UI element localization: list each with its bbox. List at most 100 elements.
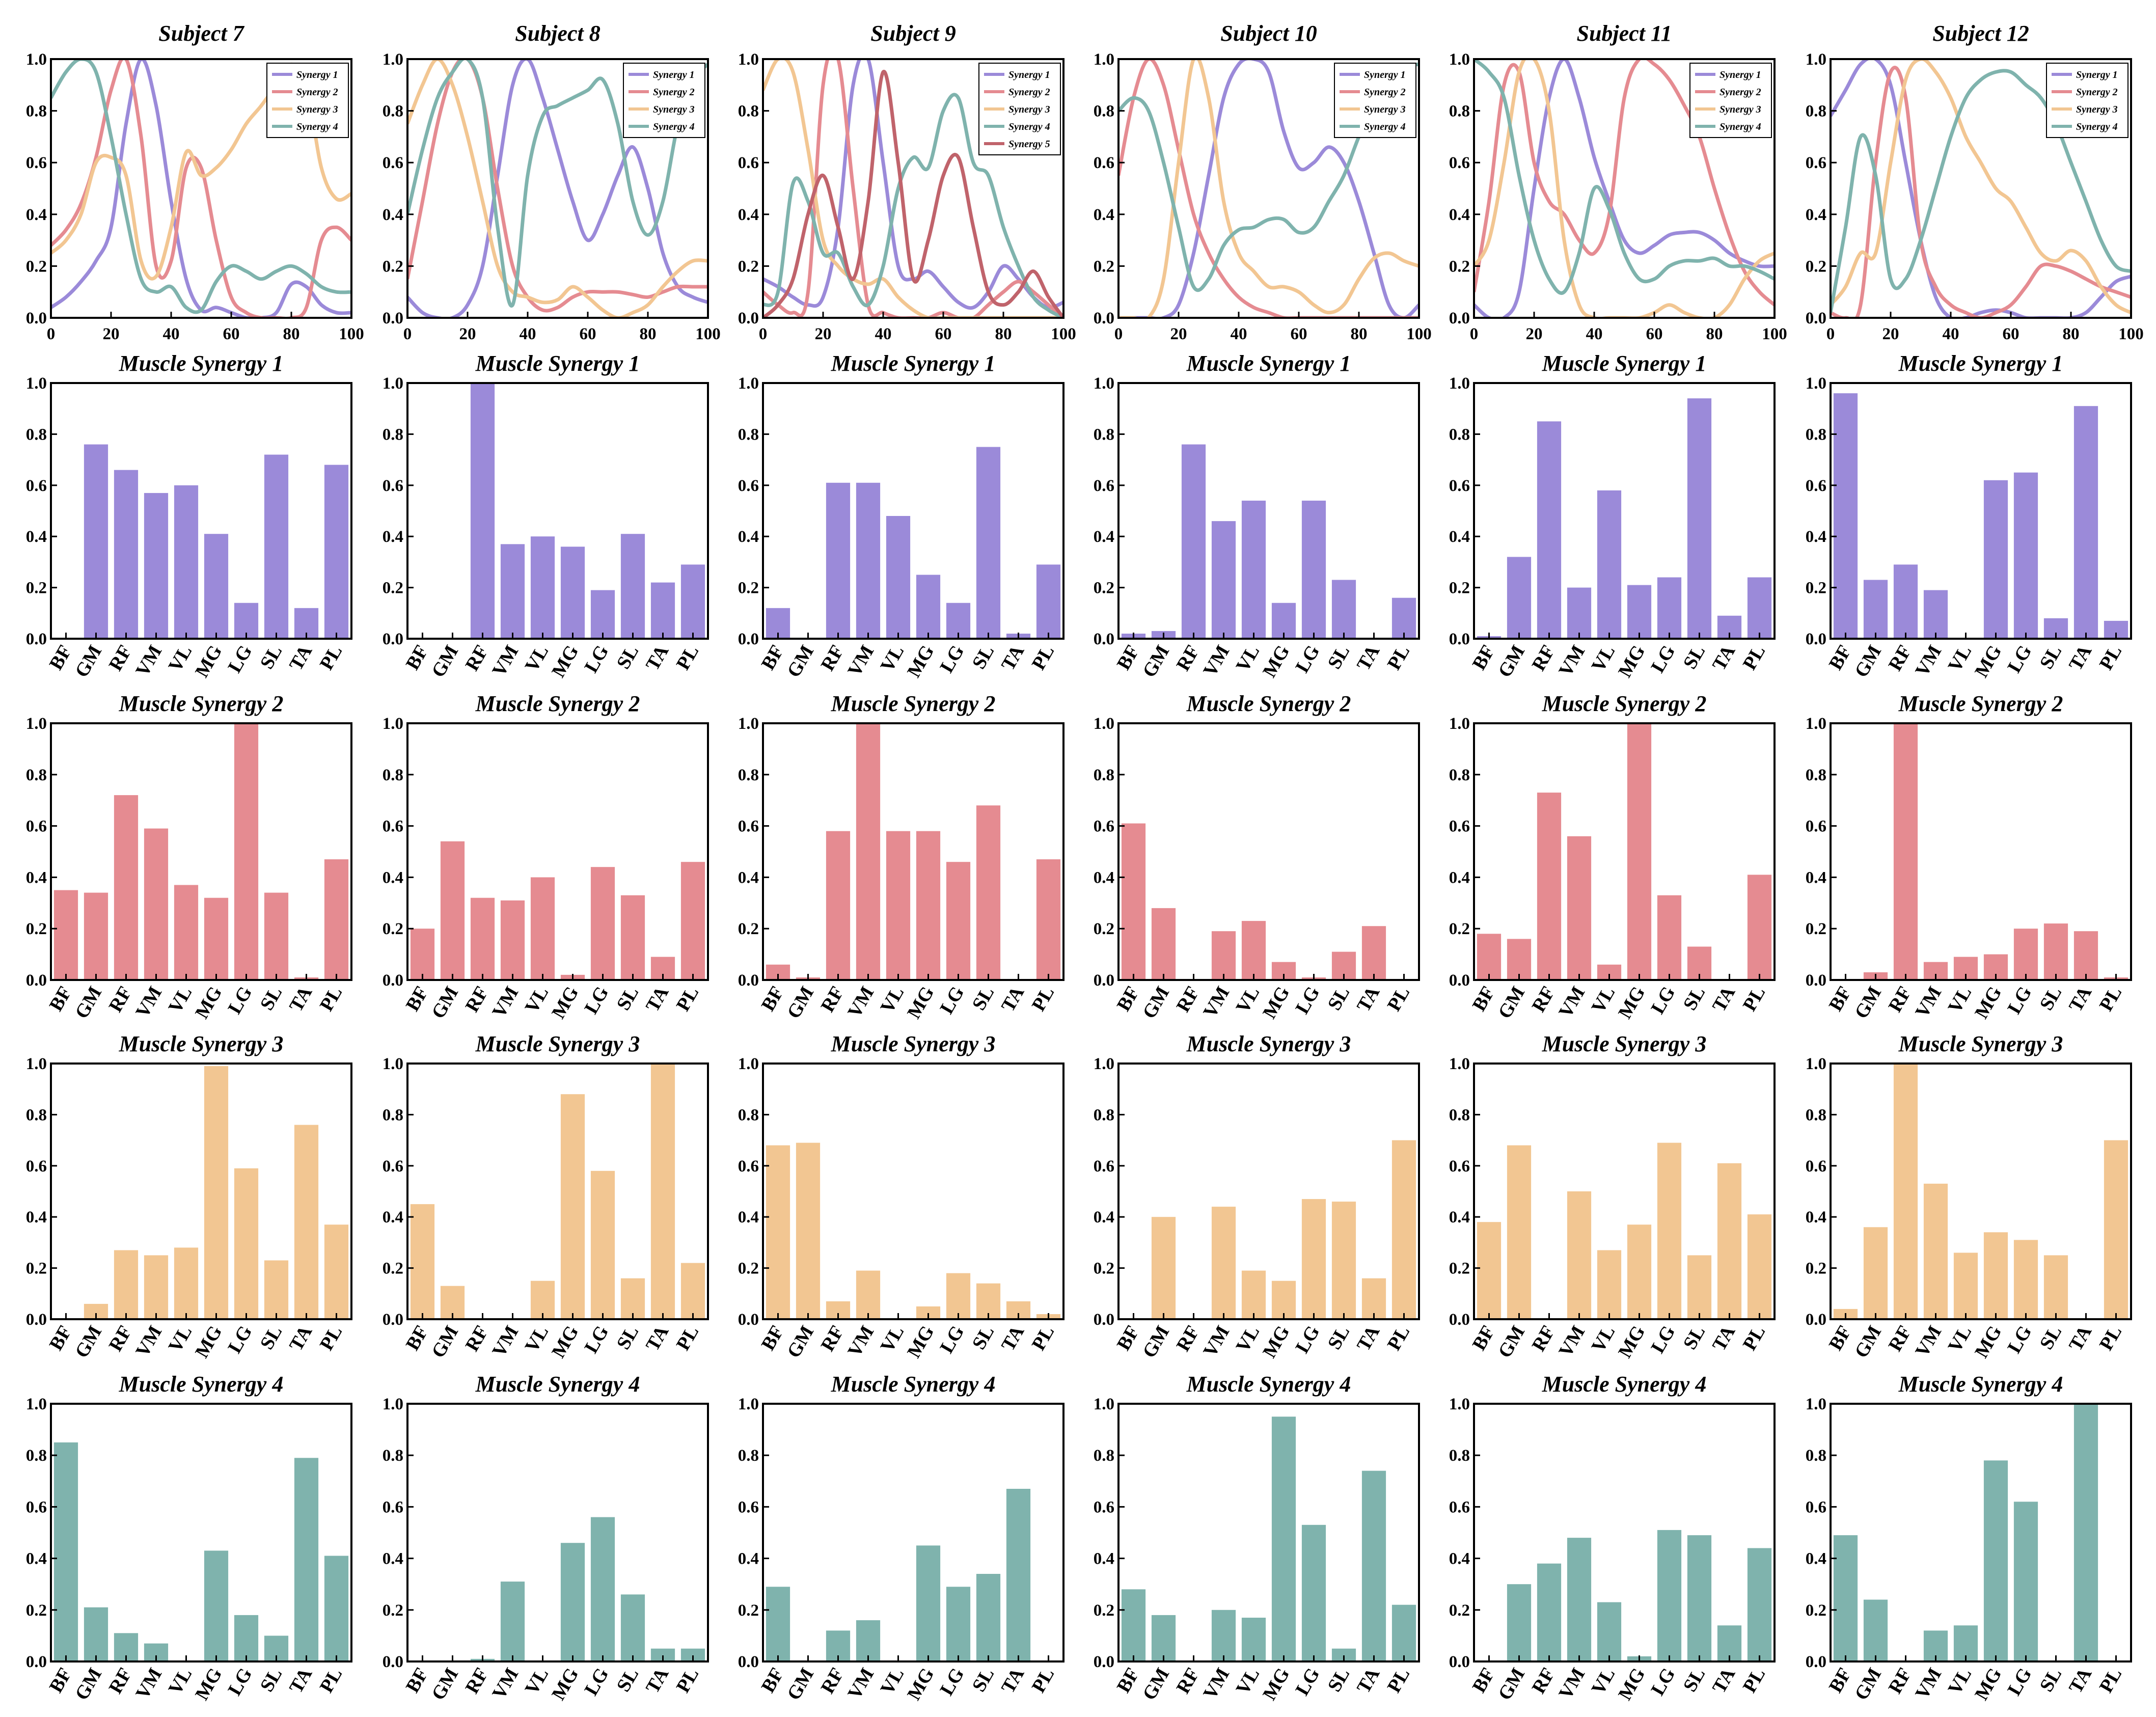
y-tick-label: 0.8	[1094, 425, 1114, 444]
bar-vm	[500, 1582, 525, 1661]
category-label: TA	[997, 983, 1029, 1016]
bar-lg	[1657, 577, 1682, 639]
bar-ta	[294, 1458, 319, 1661]
weights-panel-r3-c3: Muscle Synergy 30.00.20.40.60.81.0BFGMRF…	[738, 1031, 1065, 1361]
category-label: GM	[427, 1665, 462, 1704]
plot-frame	[1830, 722, 2132, 981]
y-tick-label: 0.6	[1449, 817, 1470, 836]
bar-ta	[2073, 406, 2098, 639]
bar-vm	[144, 828, 169, 980]
category-label: VM	[843, 1665, 878, 1703]
y-tick-label: 0.6	[383, 817, 403, 836]
plot-frame	[1117, 1403, 1420, 1663]
bar-ta	[2073, 931, 2098, 980]
category-label: MG	[191, 1322, 226, 1362]
bar-rf	[826, 831, 851, 980]
panel-title: Muscle Synergy 1	[1898, 351, 2063, 376]
y-tick-label: 0.6	[383, 1157, 403, 1176]
bar-rf	[826, 482, 851, 639]
y-tick-label: 0.2	[1449, 579, 1470, 597]
y-tick-label: 0.4	[738, 206, 759, 224]
category-label: VM	[843, 642, 878, 680]
category-label: SL	[1324, 642, 1354, 673]
bar-vl	[174, 885, 199, 980]
panel-title: Subject 12	[1932, 21, 2029, 46]
y-tick-label: 1.0	[1806, 374, 1826, 393]
y-tick-label: 0.2	[1806, 1601, 1826, 1620]
bar-vm	[856, 482, 881, 639]
y-tick-label: 0.6	[383, 477, 403, 495]
bar-rf	[114, 470, 139, 639]
y-tick-label: 0.0	[1094, 971, 1114, 990]
bar-pl	[1747, 577, 1772, 639]
panel-title: Muscle Synergy 2	[119, 691, 284, 716]
panel-title: Muscle Synergy 2	[1186, 691, 1351, 716]
bar-gm	[1863, 1227, 1888, 1319]
legend: Synergy 1 Synergy 2 Synergy 3 Synergy 4	[1689, 63, 1772, 138]
y-tick-label: 0.6	[1094, 817, 1114, 836]
y-tick-label: 0.4	[1806, 1208, 1826, 1227]
x-tick-label: 40	[1586, 325, 1603, 343]
category-label: LG	[1291, 1665, 1324, 1700]
y-tick-label: 0.6	[738, 1157, 759, 1176]
y-tick-label: 0.8	[1806, 102, 1826, 121]
bar-sl	[264, 892, 289, 980]
bar-lg	[1301, 500, 1326, 639]
bar-vm	[1211, 1610, 1236, 1661]
category-label: GM	[71, 1665, 106, 1704]
y-tick-label: 0.2	[738, 579, 759, 597]
synergy-1-line	[763, 59, 1063, 310]
category-label: VM	[131, 983, 166, 1022]
category-label: PL	[1739, 642, 1770, 674]
bar-sl	[1687, 398, 1712, 639]
bar-rf	[470, 383, 495, 639]
category-label: VM	[131, 1322, 166, 1361]
category-label: LG	[224, 983, 256, 1018]
y-tick-label: 1.0	[1094, 50, 1114, 69]
bar-gm	[1507, 1145, 1532, 1319]
category-label: TA	[2065, 641, 2096, 674]
category-label: SL	[1324, 1665, 1354, 1696]
plot-frame	[1117, 382, 1420, 640]
y-tick-label: 1.0	[738, 715, 759, 733]
bar-pl	[2104, 1140, 2128, 1319]
category-label: VM	[1911, 642, 1946, 680]
x-tick-label: 60	[1291, 325, 1307, 343]
bar-mg	[1983, 480, 2008, 639]
bar-sl	[620, 1594, 645, 1661]
y-tick-label: 0.4	[738, 1208, 759, 1227]
bar-vm	[1567, 1191, 1592, 1319]
bar-pl	[324, 465, 349, 639]
category-label: GM	[1138, 1322, 1173, 1362]
synergy-4-line	[763, 93, 1063, 318]
bar-pl	[1391, 1604, 1416, 1661]
y-tick-label: 0.2	[1449, 1260, 1470, 1278]
y-tick-label: 0.8	[1094, 102, 1114, 121]
y-tick-label: 0.0	[1449, 971, 1470, 990]
legend-label: Synergy 3	[653, 104, 695, 115]
bar-lg	[590, 1170, 615, 1319]
category-label: TA	[2065, 1664, 2096, 1697]
bar-gm	[1151, 1615, 1176, 1661]
synergy-3-line	[1831, 59, 2131, 314]
y-tick-label: 0.8	[1806, 1106, 1826, 1124]
bar-sl	[2043, 923, 2068, 980]
y-tick-label: 0.8	[26, 1106, 47, 1124]
y-tick-label: 0.2	[1094, 920, 1114, 938]
category-label: MG	[1971, 1322, 2006, 1362]
synergy-1-line	[407, 59, 708, 318]
bar-sl	[2043, 1255, 2068, 1319]
panel-title: Muscle Synergy 1	[475, 351, 640, 376]
bar-vl	[886, 831, 911, 980]
activation-panel-3: Subject 9 0.0 0.2 0.4 0.6 0.8 1.0 0 20 40 60 80 100 S…	[738, 21, 1076, 343]
bar-sl	[264, 454, 289, 639]
x-tick-label: 80	[2063, 325, 2080, 343]
x-tick-label: 40	[163, 325, 180, 343]
category-label: PL	[2095, 1665, 2126, 1697]
category-label: SL	[613, 642, 643, 673]
y-tick-label: 1.0	[1806, 1395, 1826, 1413]
bar-pl	[1036, 859, 1061, 980]
x-tick-label: 100	[1051, 325, 1076, 343]
y-tick-label: 0.8	[738, 1447, 759, 1465]
category-label: LG	[1647, 983, 1679, 1018]
